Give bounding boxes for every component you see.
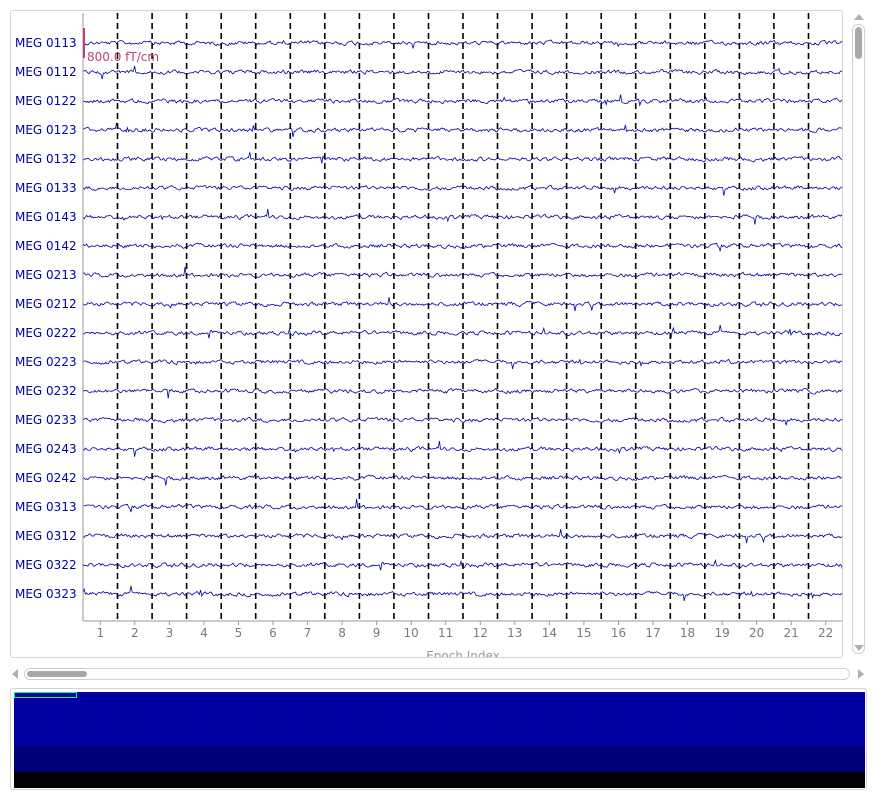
x-tick-label: 20 bbox=[749, 626, 764, 640]
x-tick-label: 17 bbox=[645, 626, 660, 640]
channel-label[interactable]: MEG 0142 bbox=[15, 239, 77, 253]
channel-labels-layer: MEG 0113 MEG 0112 MEG 0122 MEG 0123 MEG 0132… bbox=[15, 36, 77, 601]
trace-meg-0112[interactable] bbox=[82, 65, 843, 80]
trace-meg-0123[interactable] bbox=[82, 122, 843, 137]
epoch-separators-layer bbox=[116, 13, 810, 621]
x-tick-label: 2 bbox=[131, 626, 139, 640]
overview-lower-band bbox=[14, 772, 865, 788]
x-tick-label: 16 bbox=[611, 626, 626, 640]
x-tick-label: 15 bbox=[576, 626, 591, 640]
overview-middle-band bbox=[14, 746, 865, 772]
vertical-scrollbar[interactable] bbox=[852, 24, 865, 654]
trace-meg-0132[interactable] bbox=[82, 152, 843, 164]
scale-bar-label: 800.0 fT/cm bbox=[87, 50, 159, 64]
channel-label[interactable]: MEG 0243 bbox=[15, 442, 77, 456]
channel-label[interactable]: MEG 0322 bbox=[15, 558, 77, 572]
x-tick-label: 19 bbox=[714, 626, 729, 640]
trace-meg-0323[interactable] bbox=[82, 585, 843, 601]
x-tick-label: 7 bbox=[304, 626, 312, 640]
trace-meg-0233[interactable] bbox=[82, 416, 843, 426]
horizontal-scroll-left-arrow-icon[interactable] bbox=[12, 669, 18, 679]
overview-bar[interactable] bbox=[10, 688, 867, 790]
trace-meg-0223[interactable] bbox=[82, 358, 843, 369]
x-tick-label: 9 bbox=[373, 626, 381, 640]
channel-label[interactable]: MEG 0133 bbox=[15, 181, 77, 195]
trace-meg-0243[interactable] bbox=[82, 440, 843, 457]
epochs-plot[interactable]: MEG 0113 MEG 0112 MEG 0122 MEG 0123 MEG 0132… bbox=[11, 11, 843, 658]
horizontal-scrollbar[interactable] bbox=[24, 668, 850, 680]
x-tick-label: 14 bbox=[542, 626, 557, 640]
trace-meg-0122[interactable] bbox=[82, 94, 843, 107]
vertical-scroll-up-arrow-icon[interactable] bbox=[854, 14, 864, 20]
channel-label[interactable]: MEG 0242 bbox=[15, 471, 77, 485]
trace-meg-0222[interactable] bbox=[82, 324, 843, 339]
x-tick-label: 11 bbox=[438, 626, 453, 640]
channel-label[interactable]: MEG 0232 bbox=[15, 384, 77, 398]
channel-label[interactable]: MEG 0223 bbox=[15, 355, 77, 369]
x-tick-label: 13 bbox=[507, 626, 522, 640]
x-axis-title: Epoch Index bbox=[426, 649, 500, 658]
overview-image[interactable] bbox=[14, 692, 865, 788]
scale-bar: 800.0 fT/cm bbox=[83, 28, 159, 64]
channel-label[interactable]: MEG 0222 bbox=[15, 326, 77, 340]
channel-label[interactable]: MEG 0233 bbox=[15, 413, 77, 427]
overview-epoch-stripes bbox=[14, 692, 864, 772]
x-tick-labels-layer: 1 2 3 4 5 6 7 8 9 10 11 12 13 14 15 16 17 18 19 20 21 22 bbox=[96, 621, 833, 640]
channel-label[interactable]: MEG 0213 bbox=[15, 268, 77, 282]
trace-meg-0232[interactable] bbox=[82, 387, 843, 399]
channel-label[interactable]: MEG 0143 bbox=[15, 210, 77, 224]
x-tick-label: 6 bbox=[269, 626, 277, 640]
channel-label[interactable]: MEG 0313 bbox=[15, 500, 77, 514]
channel-label[interactable]: MEG 0312 bbox=[15, 529, 77, 543]
x-tick-label: 12 bbox=[473, 626, 488, 640]
x-tick-label: 21 bbox=[784, 626, 799, 640]
vertical-scrollbar-thumb[interactable] bbox=[855, 27, 862, 59]
channel-label[interactable]: MEG 0122 bbox=[15, 94, 77, 108]
x-tick-label: 22 bbox=[818, 626, 833, 640]
raw-data-browser-frame: MEG 0113 MEG 0112 MEG 0122 MEG 0123 MEG 0132… bbox=[10, 10, 843, 658]
horizontal-scroll-right-arrow-icon[interactable] bbox=[858, 669, 864, 679]
overview-upper-band bbox=[14, 692, 865, 746]
channel-label[interactable]: MEG 0323 bbox=[15, 587, 77, 601]
x-axis-layer bbox=[82, 13, 842, 622]
channel-label[interactable]: MEG 0212 bbox=[15, 297, 77, 311]
channel-label[interactable]: MEG 0123 bbox=[15, 123, 77, 137]
channel-label[interactable]: MEG 0113 bbox=[15, 36, 77, 50]
x-tick-label: 5 bbox=[235, 626, 243, 640]
vertical-scroll-down-arrow-icon[interactable] bbox=[854, 645, 864, 651]
x-tick-label: 10 bbox=[404, 626, 419, 640]
x-tick-label: 1 bbox=[96, 626, 104, 640]
channel-label[interactable]: MEG 0112 bbox=[15, 65, 77, 79]
horizontal-scrollbar-thumb[interactable] bbox=[27, 671, 87, 677]
channel-label[interactable]: MEG 0132 bbox=[15, 152, 77, 166]
x-tick-label: 4 bbox=[200, 626, 208, 640]
x-tick-label: 18 bbox=[680, 626, 695, 640]
x-tick-label: 3 bbox=[166, 626, 174, 640]
x-tick-label: 8 bbox=[338, 626, 346, 640]
overview-view-box[interactable] bbox=[14, 692, 77, 698]
